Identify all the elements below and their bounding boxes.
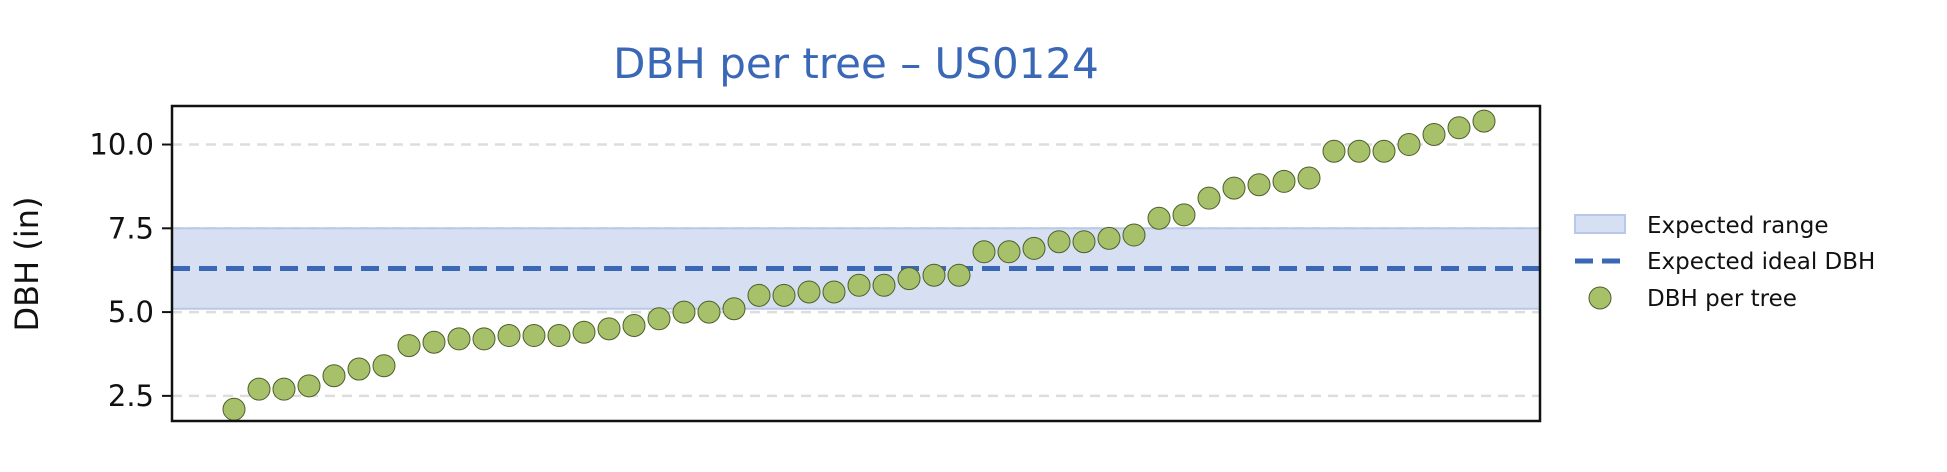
y-tick-label: 2.5	[108, 379, 154, 413]
y-tick-label: 7.5	[108, 211, 154, 245]
dbh-point	[1247, 173, 1271, 197]
dbh-point	[1347, 139, 1371, 163]
dbh-point	[497, 324, 521, 348]
dbh-point	[572, 320, 596, 344]
dbh-point	[872, 273, 896, 297]
dbh-point	[1397, 133, 1421, 157]
y-axis-label: DBH (in)	[8, 197, 46, 332]
dbh-point	[247, 377, 271, 401]
dbh-point	[322, 364, 346, 388]
dbh-point	[1172, 203, 1196, 227]
dbh-points	[222, 109, 1496, 421]
dbh-point	[472, 327, 496, 351]
dbh-point	[1472, 109, 1496, 133]
plot-border	[170, 104, 1542, 423]
dbh-point	[722, 297, 746, 321]
dbh-point	[697, 300, 721, 324]
legend-label-expected-range: Expected range	[1647, 213, 1829, 239]
dbh-point	[1147, 206, 1171, 230]
chart-title: DBH per tree – US0124	[613, 39, 1099, 88]
dbh-point	[997, 240, 1021, 264]
y-axis-ticks: 2.5 5.0 7.5 10.0	[89, 128, 172, 413]
dbh-point	[622, 313, 646, 337]
dbh-point	[1422, 122, 1446, 146]
dbh-point	[1072, 230, 1096, 254]
dbh-point	[1372, 139, 1396, 163]
dbh-point	[1122, 223, 1146, 247]
dbh-point	[1097, 226, 1121, 250]
dbh-point	[297, 374, 321, 398]
dbh-point	[347, 357, 371, 381]
dbh-point	[272, 377, 296, 401]
dbh-point	[547, 324, 571, 348]
dbh-point	[847, 273, 871, 297]
dbh-point	[822, 280, 846, 304]
dbh-point	[422, 330, 446, 354]
legend: Expected range Expected ideal DBH DBH pe…	[1574, 213, 1875, 312]
legend-swatch-expected-range	[1574, 214, 1626, 234]
dbh-point	[522, 324, 546, 348]
dbh-point	[647, 307, 671, 331]
dbh-point	[747, 283, 771, 307]
dbh-point	[1222, 176, 1246, 200]
y-tick-label: 10.0	[89, 128, 154, 162]
legend-swatch-dbh-per-tree	[1588, 286, 1612, 310]
dbh-point	[797, 280, 821, 304]
dbh-point	[1272, 169, 1296, 193]
y-tick-label: 5.0	[108, 295, 154, 329]
dbh-point	[1447, 116, 1471, 140]
dbh-point	[447, 327, 471, 351]
dbh-point	[897, 267, 921, 291]
dbh-point	[672, 300, 696, 324]
dbh-point	[922, 263, 946, 287]
dbh-point	[597, 317, 621, 341]
dbh-point	[1047, 230, 1071, 254]
dbh-point	[1197, 186, 1221, 210]
plot-frame	[170, 104, 1542, 423]
dbh-point	[1297, 166, 1321, 190]
dbh-point	[372, 354, 396, 378]
dbh-point	[397, 334, 421, 358]
legend-label-expected-ideal: Expected ideal DBH	[1647, 249, 1875, 275]
legend-label-dbh-per-tree: DBH per tree	[1647, 286, 1797, 312]
dbh-point	[1022, 236, 1046, 260]
dbh-point	[1322, 139, 1346, 163]
dbh-point	[772, 283, 796, 307]
dbh-point	[947, 263, 971, 287]
dbh-point	[222, 397, 246, 421]
dbh-point	[972, 240, 996, 264]
